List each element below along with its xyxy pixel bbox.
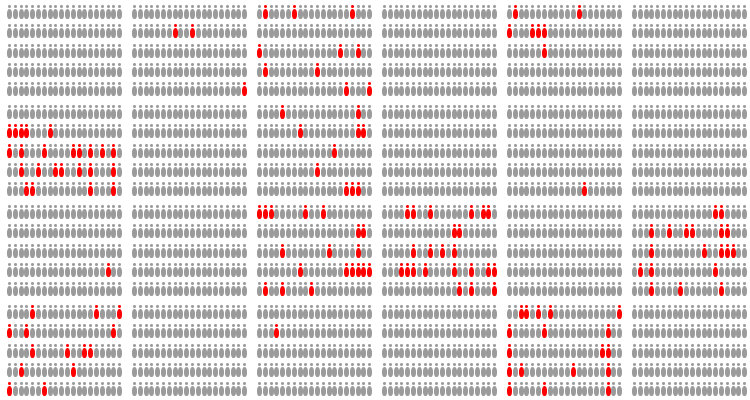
pictogram-grid	[7, 5, 748, 397]
